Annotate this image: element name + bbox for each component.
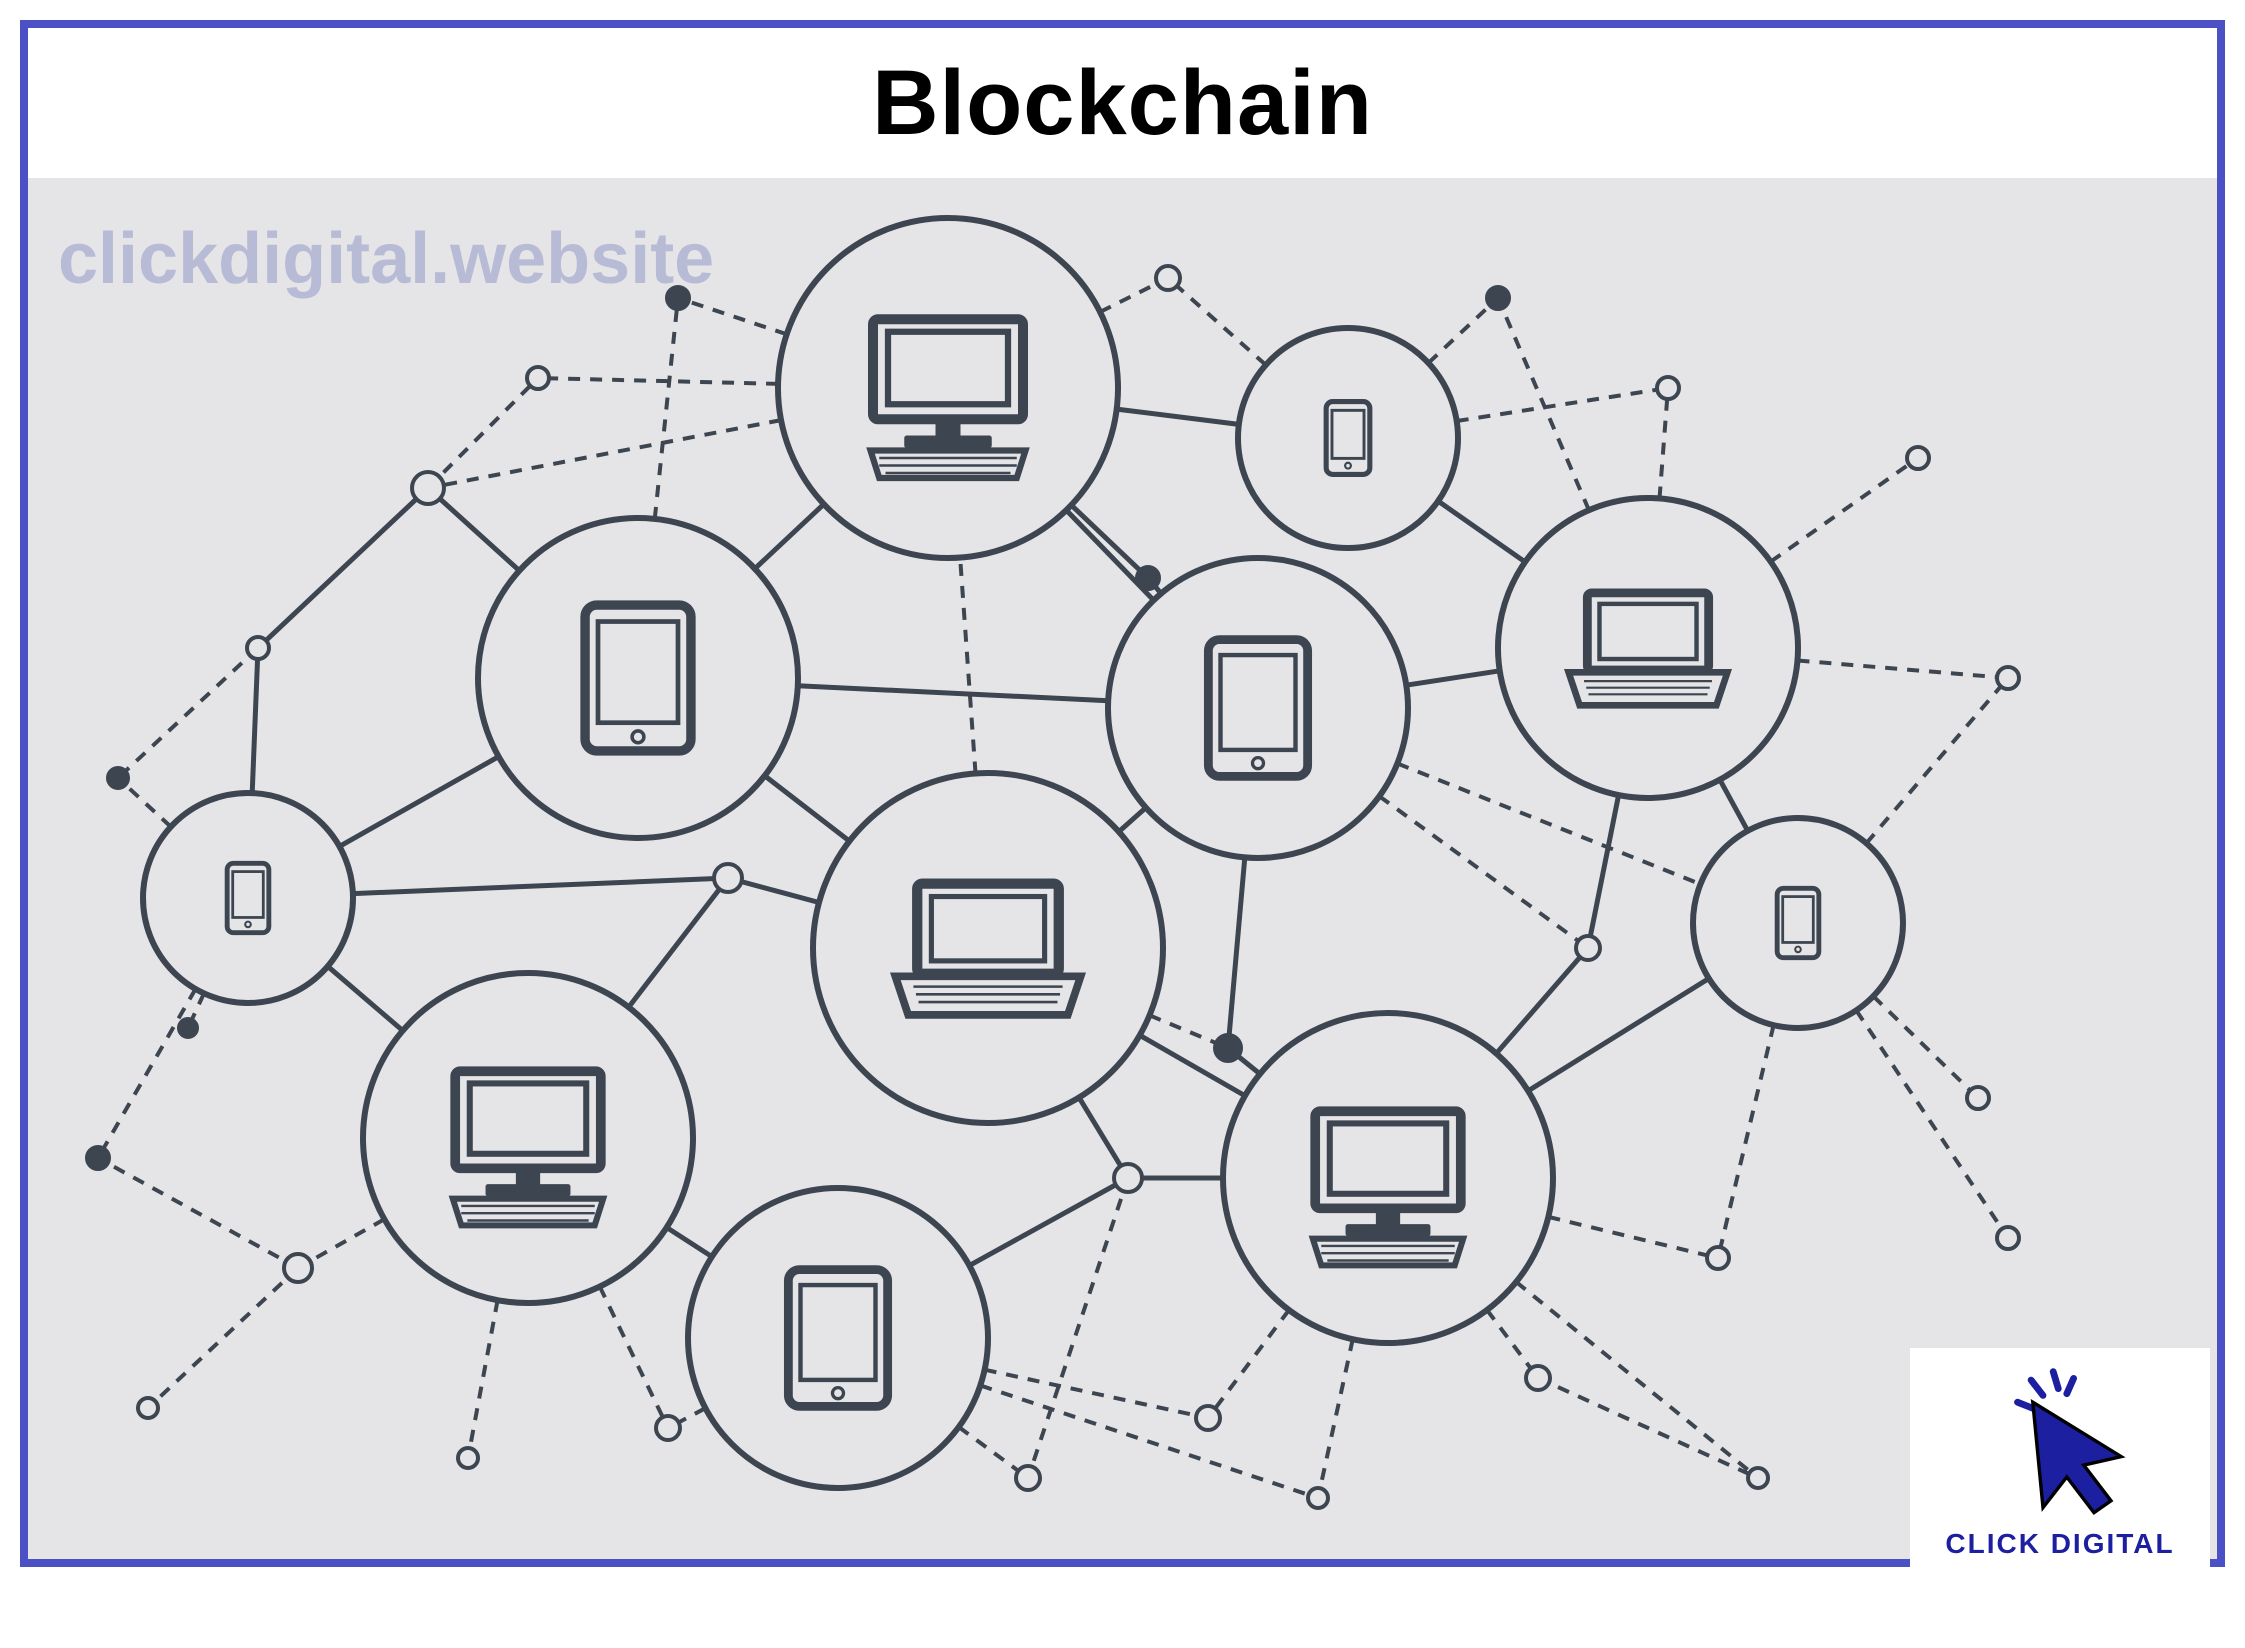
logo-text: CLICK DIGITAL xyxy=(1910,1528,2210,1560)
junction-dot xyxy=(284,1254,312,1282)
edge-solid xyxy=(1406,671,1499,685)
edge-solid xyxy=(1117,409,1239,424)
edge-dashed xyxy=(600,1287,668,1428)
edge-dashed xyxy=(1866,678,2008,843)
junction-dot xyxy=(1657,377,1679,399)
junction-dot xyxy=(1196,1406,1220,1430)
node-desktop xyxy=(778,218,1118,558)
logo-card: CLICK DIGITAL xyxy=(1910,1348,2210,1648)
edge-dashed xyxy=(1379,796,1588,948)
edge-dashed xyxy=(1168,278,1266,365)
cursor-icon xyxy=(1975,1358,2145,1528)
junction-dot xyxy=(1997,667,2019,689)
junction-dot xyxy=(1576,936,1600,960)
junction-dot xyxy=(1215,1035,1241,1061)
edge-solid xyxy=(339,757,498,847)
junction-dot xyxy=(1707,1247,1729,1269)
edge-dashed xyxy=(98,1158,298,1268)
edge-dashed xyxy=(98,989,196,1158)
node-laptop xyxy=(813,773,1163,1123)
edge-dashed xyxy=(1660,388,1668,498)
diagram-canvas: clickdigital.website xyxy=(28,178,2217,1559)
edge-dashed xyxy=(678,298,787,334)
junction-dot xyxy=(527,367,549,389)
junction-dot xyxy=(1526,1366,1550,1390)
junction-dot xyxy=(412,472,444,504)
edge-dashed xyxy=(118,648,258,778)
title-bar: Blockchain xyxy=(28,28,2217,178)
frame: Blockchain clickdigital.website xyxy=(20,20,2225,1567)
junction-dot xyxy=(1137,567,1159,589)
edge-dashed xyxy=(148,1268,298,1408)
node-desktop xyxy=(363,973,693,1303)
edge-solid xyxy=(428,488,519,571)
edge-dashed xyxy=(1856,1010,2008,1238)
edge-dashed xyxy=(1428,298,1498,363)
edge-dashed xyxy=(1548,1217,1718,1258)
junction-dot xyxy=(1967,1087,1989,1109)
junction-dot xyxy=(458,1448,478,1468)
junction-dot xyxy=(179,1019,197,1037)
junction-dot xyxy=(108,768,128,788)
junction-dot xyxy=(656,1416,680,1440)
title: Blockchain xyxy=(872,52,1373,154)
edge-solid xyxy=(629,878,728,1007)
junction-dot xyxy=(1016,1466,1040,1490)
edge-solid xyxy=(353,878,728,894)
edge-solid xyxy=(1528,978,1709,1090)
junction-dot xyxy=(247,637,269,659)
edge-dashed xyxy=(1318,1339,1353,1498)
edge-solid xyxy=(1071,505,1148,578)
network-diagram-svg xyxy=(28,178,2217,1567)
junction-dot xyxy=(1156,266,1180,290)
edge-dashed xyxy=(1771,458,1918,562)
edge-dashed xyxy=(1873,996,1978,1098)
edge-dashed xyxy=(428,420,781,488)
edge-dashed xyxy=(1718,1025,1774,1258)
edge-solid xyxy=(1720,780,1748,831)
edge-dashed xyxy=(985,1370,1208,1418)
edge-solid xyxy=(765,776,850,841)
edge-dashed xyxy=(1538,1378,1758,1478)
edge-dashed xyxy=(1208,1310,1289,1418)
edge-dashed xyxy=(1516,1282,1758,1478)
junction-dot xyxy=(87,1147,109,1169)
edge-solid xyxy=(1438,501,1525,562)
edge-solid xyxy=(1496,948,1588,1053)
edge-dashed xyxy=(468,1300,498,1458)
edge-solid xyxy=(258,488,428,648)
node-phone xyxy=(143,793,353,1003)
junction-dot xyxy=(1748,1468,1768,1488)
node-desktop xyxy=(1223,1013,1553,1343)
edge-solid xyxy=(667,1227,712,1256)
edge-dashed xyxy=(655,298,678,519)
edge-solid xyxy=(1588,795,1619,948)
junction-dot xyxy=(1308,1488,1328,1508)
edge-dashed xyxy=(1797,660,2008,678)
node-phone xyxy=(1238,328,1458,548)
node-phone xyxy=(1693,818,1903,1028)
node-tablet xyxy=(478,518,798,838)
junction-dot xyxy=(1997,1227,2019,1249)
junction-dot xyxy=(1907,447,1929,469)
node-tablet xyxy=(688,1188,988,1488)
edge-dashed xyxy=(960,558,975,774)
junction-dot xyxy=(714,864,742,892)
edge-solid xyxy=(1228,857,1245,1048)
edge-solid xyxy=(252,648,258,793)
edge-solid xyxy=(969,1178,1128,1266)
edge-solid xyxy=(755,504,824,569)
node-laptop xyxy=(1498,498,1798,798)
edge-solid xyxy=(1119,808,1146,832)
watermark: clickdigital.website xyxy=(58,218,714,300)
node-tablet xyxy=(1108,558,1408,858)
edge-solid xyxy=(798,686,1108,701)
edge-dashed xyxy=(1457,388,1668,421)
edge-solid xyxy=(328,966,403,1030)
junction-dot xyxy=(138,1398,158,1418)
edge-dashed xyxy=(538,378,778,384)
junction-dot xyxy=(1114,1164,1142,1192)
junction-dot xyxy=(1487,287,1509,309)
